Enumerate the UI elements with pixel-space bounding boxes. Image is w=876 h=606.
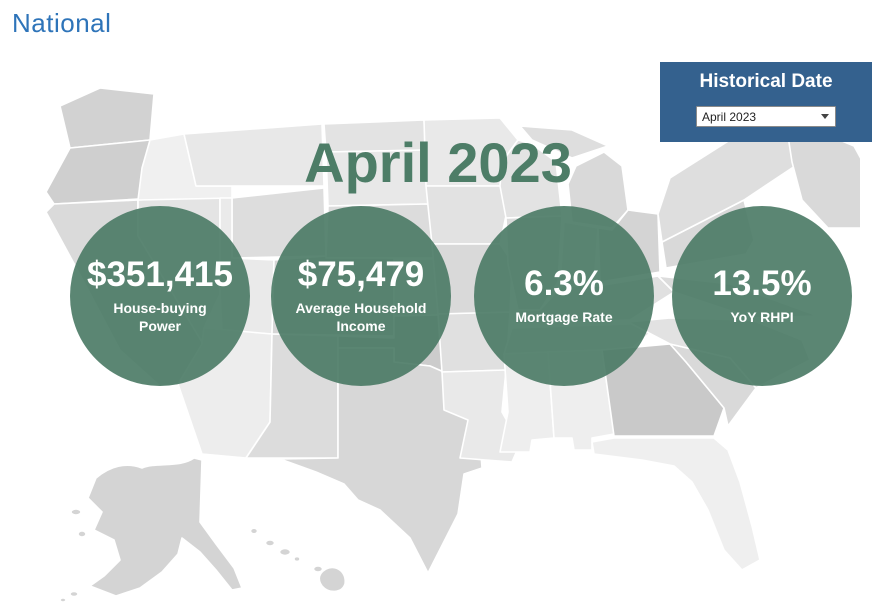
- historical-date-select-wrap: April 2023: [696, 106, 836, 127]
- historical-date-select[interactable]: April 2023: [696, 106, 836, 127]
- kpi-circle-house-buying-power: $351,415 House-buying Power: [70, 206, 250, 386]
- kpi-circle-mortgage-rate: 6.3% Mortgage Rate: [474, 206, 654, 386]
- kpi-label: House-buying Power: [113, 299, 207, 334]
- kpi-circle-yoy-rhpi: 13.5% YoY RHPI: [672, 206, 852, 386]
- kpi-label: Mortgage Rate: [515, 308, 613, 325]
- historical-date-panel: Historical Date April 2023: [660, 62, 872, 142]
- kpi-value: $75,479: [297, 254, 425, 294]
- selected-date-heading: April 2023: [304, 131, 572, 194]
- kpi-label: YoY RHPI: [730, 308, 794, 325]
- historical-date-title: Historical Date: [699, 71, 833, 92]
- kpi-value: $351,415: [87, 254, 233, 294]
- hawaii[interactable]: [249, 527, 346, 593]
- kpi-circle-average-household-income: $75,479 Average Household Income: [271, 206, 451, 386]
- kpi-value: 6.3%: [524, 264, 604, 304]
- kpi-label: Average Household Income: [295, 299, 427, 334]
- kpi-value: 13.5%: [712, 264, 812, 304]
- alaska[interactable]: [59, 457, 243, 602]
- page-title: National: [12, 8, 112, 38]
